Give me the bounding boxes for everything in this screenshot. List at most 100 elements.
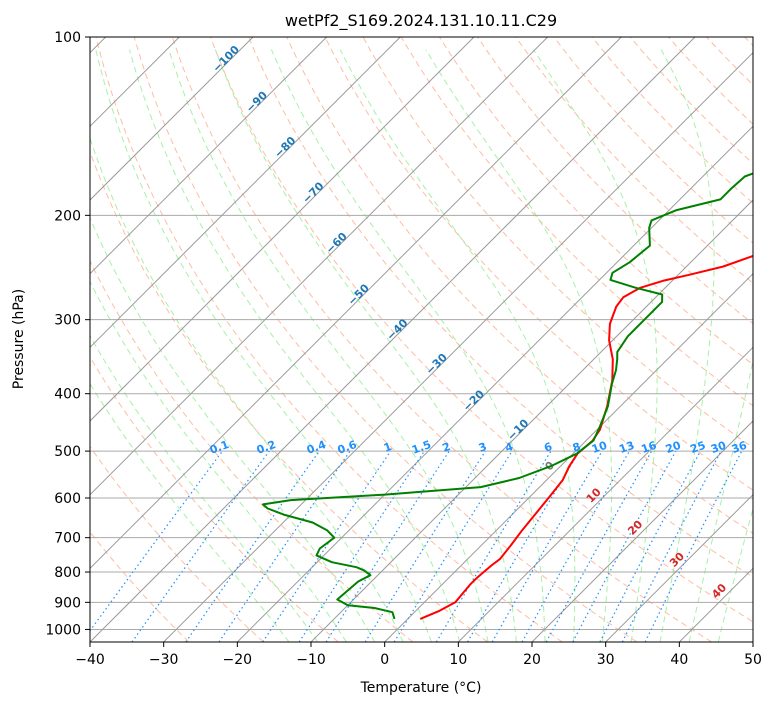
mixing-ratio-label: 10	[590, 439, 609, 457]
moist-adiabat	[90, 382, 290, 642]
moist-adiabat	[270, 49, 546, 642]
isotherm	[90, 37, 549, 496]
mixing-ratio-label: 36	[730, 439, 749, 457]
x-tick-label: −10	[296, 652, 326, 668]
mixing-ratio-label: 30	[709, 439, 728, 457]
isotherm	[163, 51, 753, 642]
moist-adiabat	[688, 358, 753, 642]
mixing-ratio-label: 3	[477, 440, 489, 455]
mixing-ratio-label: 1.5	[410, 438, 433, 457]
x-tick-label: 20	[523, 652, 541, 668]
y-tick-label: 800	[54, 565, 81, 581]
moist-adiabat	[717, 506, 753, 642]
profile-series	[262, 172, 753, 620]
dry-adiabat	[90, 531, 190, 642]
temperature-profile	[419, 254, 753, 620]
isotherm	[384, 272, 753, 642]
moist-adiabat	[168, 49, 489, 642]
dry-adiabat	[95, 37, 563, 642]
mixing-ratio-line	[185, 450, 320, 642]
x-tick-label: 40	[670, 652, 688, 668]
moist-adiabat	[532, 49, 658, 642]
dry-adiabat	[210, 37, 753, 623]
dry-adiabat	[324, 37, 753, 491]
dry-adiabat-label: 10	[584, 485, 604, 505]
mixing-ratio-line	[90, 450, 223, 632]
y-tick-label: 300	[54, 313, 81, 329]
isotherm-label: −30	[423, 351, 450, 378]
dry-adiabat	[706, 37, 753, 86]
mixing-ratio-line	[131, 450, 270, 642]
isotherm	[236, 125, 753, 642]
dry-adiabat	[668, 37, 753, 125]
mixing-ratio-label: 20	[664, 439, 683, 457]
moist-adiabat	[129, 49, 461, 642]
mixing-ratio-line	[466, 450, 580, 642]
x-tick-label: 50	[744, 652, 762, 668]
x-tick-label: −40	[75, 652, 105, 668]
dry-adiabat	[744, 37, 753, 47]
background-labels: 0.1 0.2 0.4 0.6 1 1.5 2 3 4 6 8 10 13 16 20 25 30 36−100−…	[208, 43, 749, 601]
mixing-ratio-label: 0.2	[255, 438, 278, 457]
moist-adiabat	[425, 49, 613, 642]
isotherm-label: −20	[460, 387, 487, 414]
dry-adiabat	[171, 37, 712, 642]
isotherm-label: −50	[345, 281, 372, 308]
mixing-ratio-label: 2	[441, 440, 453, 455]
dry-adiabat	[438, 37, 753, 366]
isotherm-label: −90	[243, 89, 270, 116]
moist-adiabat	[95, 49, 432, 642]
x-tick-label: 30	[597, 652, 615, 668]
dewpoint-profile	[262, 172, 753, 620]
mixing-ratio-label: 8	[571, 440, 583, 455]
y-axis-label: Pressure (hPa)	[11, 289, 27, 389]
mixing-ratio-line	[325, 450, 450, 642]
moist-adiabat	[90, 136, 404, 642]
isotherm-label: −10	[505, 416, 532, 443]
isotherm	[678, 567, 753, 642]
isotherm-label: −40	[384, 316, 411, 343]
x-tick-label: −30	[149, 652, 179, 668]
dry-adiabat	[90, 445, 264, 642]
isotherm	[90, 37, 622, 570]
mixing-ratio-line	[644, 450, 743, 642]
dry-adiabat	[90, 259, 414, 642]
isotherm	[90, 37, 475, 422]
moist-adiabat	[90, 280, 347, 642]
mixing-ratio-line	[435, 450, 552, 642]
x-tick-label: −20	[223, 652, 253, 668]
isotherm	[90, 37, 254, 201]
y-axis-ticks: 100 200 300 400 500 600 700 800 900 1000	[45, 30, 90, 638]
moist-adiabat	[339, 49, 576, 642]
background-lines	[90, 37, 753, 642]
isotherm	[310, 199, 753, 642]
dry-adiabat-label: 20	[625, 517, 645, 537]
y-tick-label: 500	[54, 444, 81, 460]
mixing-ratio-label: 6	[542, 440, 554, 455]
y-tick-label: 1000	[45, 622, 81, 638]
dry-adiabat	[248, 37, 753, 578]
chart-title: wetPf2_S169.2024.131.10.11.C29	[285, 11, 557, 31]
mixing-ratio-label: 4	[503, 440, 515, 455]
isotherm-label: −80	[272, 134, 299, 161]
mixing-ratio-label: 0.6	[336, 438, 359, 457]
moist-adiabat	[90, 334, 319, 642]
y-tick-label: 600	[54, 491, 81, 507]
isotherm	[90, 37, 696, 642]
dry-adiabat	[90, 356, 339, 642]
mixing-ratio-label: 0.1	[208, 438, 231, 457]
moist-adiabat	[214, 49, 517, 642]
isotherm-label: −70	[300, 179, 327, 206]
mixing-ratio-label: 1	[382, 440, 394, 455]
isotherm	[752, 641, 753, 642]
isotherm-label: −60	[323, 230, 350, 257]
dry-adiabat	[515, 37, 753, 284]
mixing-ratio-line	[393, 450, 513, 642]
dry-adiabat	[286, 37, 753, 534]
moist-adiabat	[659, 49, 715, 642]
isotherm	[605, 493, 753, 642]
x-axis-ticks: −40 −30 −20 −10 0 10 20 30 40 50	[75, 642, 762, 668]
dry-adiabat-label: 30	[667, 549, 687, 569]
mixing-ratio-line	[218, 450, 351, 642]
